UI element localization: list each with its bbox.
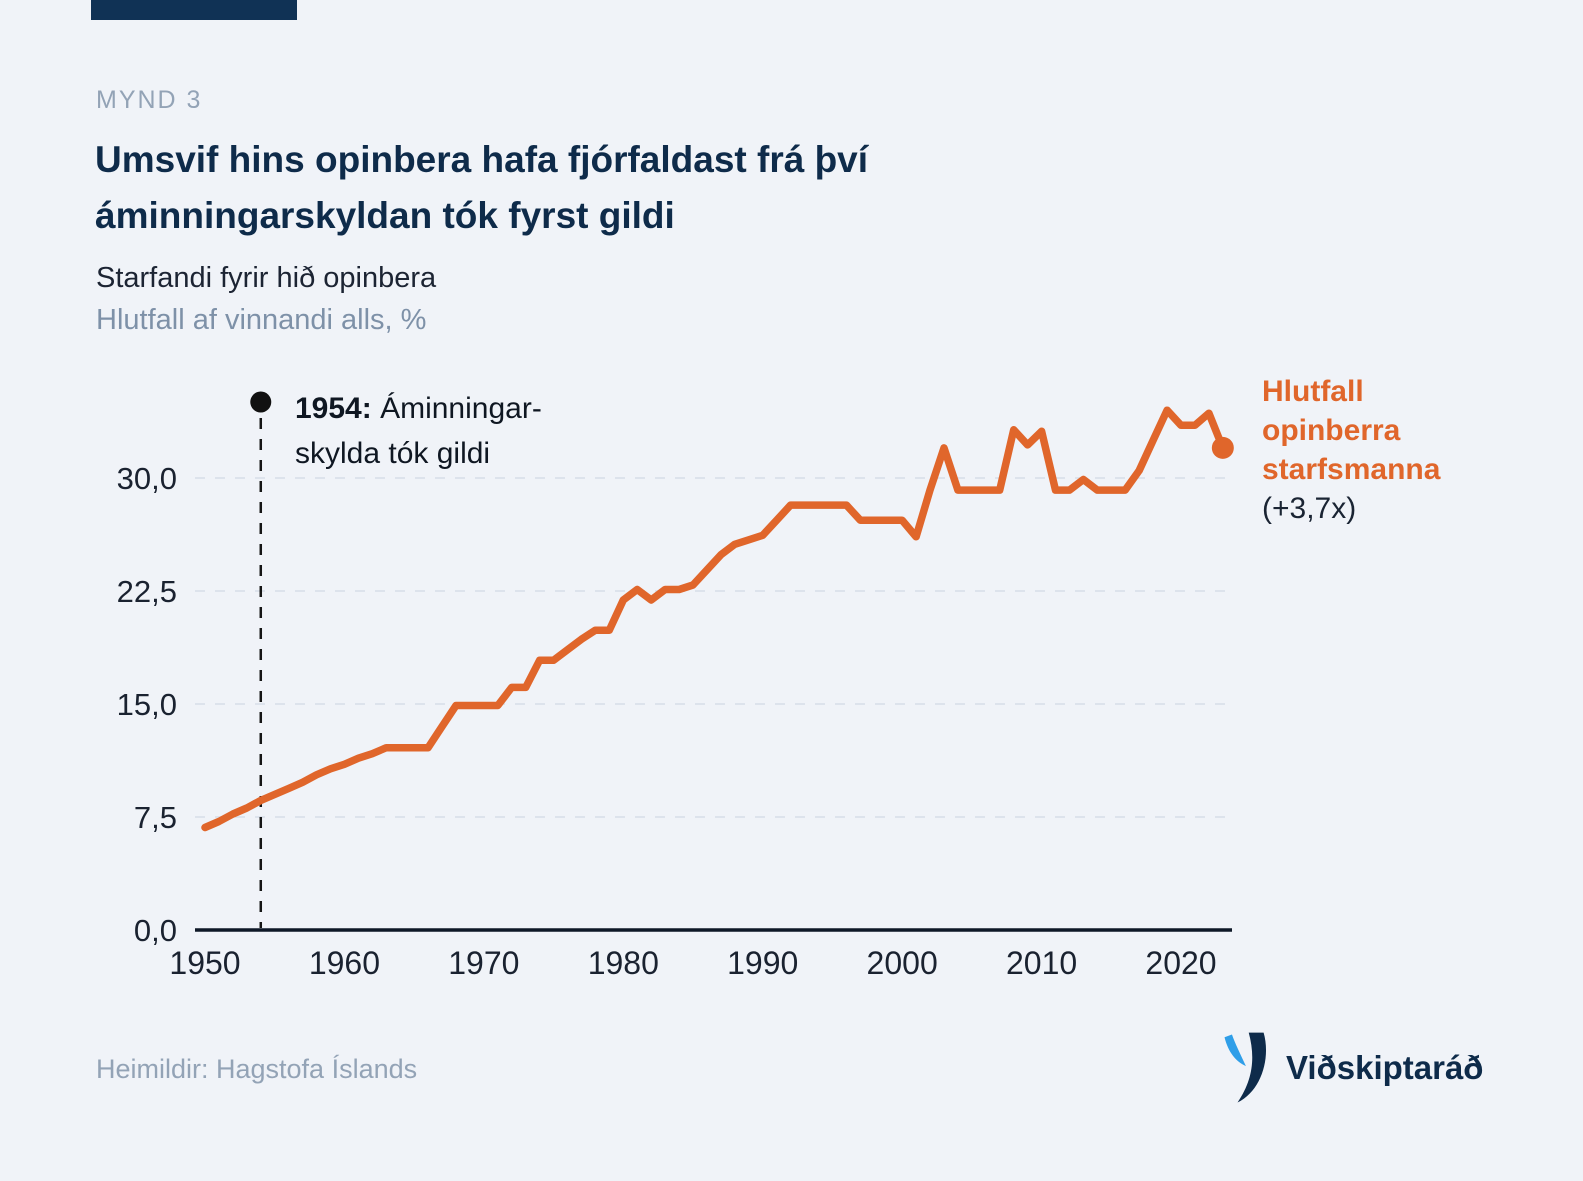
- y-tick-label: 30,0: [117, 461, 177, 496]
- x-tick-label: 2020: [1145, 945, 1216, 981]
- x-tick-label: 2010: [1006, 945, 1077, 981]
- x-tick-label: 1990: [727, 945, 798, 981]
- figure-unit-label: Hlutfall af vinnandi alls, %: [96, 304, 427, 336]
- figure-title: Umsvif hins opinbera hafa fjórfaldast fr…: [95, 132, 868, 244]
- y-tick-label: 15,0: [117, 687, 177, 722]
- y-tick-label: 7,5: [134, 800, 177, 835]
- x-tick-label: 1980: [588, 945, 659, 981]
- annotation-rest: Áminningar-: [371, 392, 542, 425]
- brand-bar: [91, 0, 297, 20]
- annotation-1954: 1954: Áminningar- skylda tók gildi: [295, 386, 542, 476]
- series-polyline: [201, 406, 1227, 832]
- series-legend: Hlutfall opinberra starfsmanna (+3,7x): [1262, 372, 1440, 528]
- series-end-dot: [1211, 436, 1234, 459]
- figure-title-line1: Umsvif hins opinbera hafa fjórfaldast fr…: [95, 139, 869, 180]
- logo-wordmark: Viðskiptaráð: [1286, 1049, 1484, 1086]
- annotation-line2: skylda tók gildi: [295, 437, 491, 470]
- legend-multiplier: (+3,7x): [1262, 492, 1357, 525]
- x-tick-label: 2000: [867, 945, 938, 981]
- legend-line2: opinberra: [1262, 414, 1401, 447]
- annotation-year: 1954:: [295, 392, 372, 425]
- source-note: Heimildir: Hagstofa Íslands: [96, 1054, 418, 1084]
- figure-subtitle: Starfandi fyrir hið opinbera: [96, 262, 437, 294]
- logo-mark-icon: [1224, 1032, 1267, 1103]
- annotation-marker-dot: [250, 391, 272, 413]
- y-tick-label: 0,0: [134, 913, 177, 948]
- annotation-line1: 1954: Áminningar-: [295, 386, 542, 431]
- y-tick-label: 22,5: [117, 574, 177, 609]
- x-tick-label: 1950: [169, 945, 240, 981]
- x-tick-label: 1960: [309, 945, 380, 981]
- brand-logo: Viðskiptaráð: [1218, 1032, 1483, 1104]
- figure-kicker: MYND 3: [96, 86, 203, 114]
- legend-line3: starfsmanna: [1262, 453, 1441, 486]
- figure-title-line2: áminningarskyldan tók fyrst gildi: [95, 195, 675, 236]
- x-tick-label: 1970: [448, 945, 519, 981]
- legend-line1: Hlutfall: [1262, 375, 1364, 408]
